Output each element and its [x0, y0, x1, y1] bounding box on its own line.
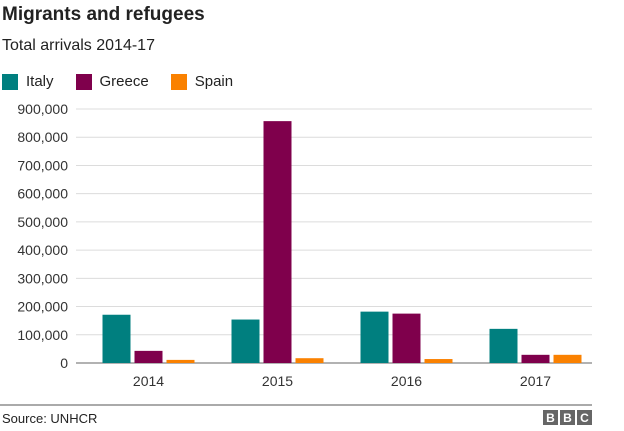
y-tick-label: 300,000: [17, 270, 68, 286]
chart-subtitle: Total arrivals 2014-17: [2, 37, 155, 54]
legend-item-greece: Greece: [75, 73, 149, 90]
bar-spain-2017: [553, 354, 582, 363]
bar-italy-2014: [102, 314, 131, 363]
y-tick-label: 600,000: [17, 186, 68, 202]
x-tick-label: 2016: [391, 373, 422, 389]
y-tick-label: 500,000: [17, 214, 68, 230]
x-tick-label: 2014: [133, 373, 164, 389]
source-note: Source: UNHCR: [2, 411, 98, 426]
bar-greece-2017: [521, 354, 550, 363]
bar-italy-2016: [360, 311, 389, 363]
legend-label: Italy: [26, 73, 54, 90]
legend: Italy Greece Spain: [2, 73, 233, 90]
bar-spain-2014: [166, 359, 195, 363]
legend-item-italy: Italy: [2, 73, 54, 90]
x-tick-label: 2015: [262, 373, 293, 389]
bar-spain-2015: [295, 358, 324, 363]
x-tick-label: 2017: [520, 373, 551, 389]
y-tick-label: 0: [60, 355, 68, 371]
bar-italy-2015: [231, 319, 260, 363]
legend-swatch: [170, 73, 187, 90]
y-tick-label: 200,000: [17, 299, 68, 315]
y-tick-label: 400,000: [17, 242, 68, 258]
bar-greece-2015: [263, 121, 292, 363]
legend-swatch: [75, 73, 92, 90]
legend-label: Greece: [99, 73, 149, 90]
y-tick-label: 100,000: [17, 327, 68, 343]
y-tick-label: 700,000: [17, 157, 68, 173]
bar-greece-2016: [392, 313, 421, 363]
bar-spain-2016: [424, 359, 453, 363]
legend-item-spain: Spain: [170, 73, 234, 90]
y-tick-label: 900,000: [17, 101, 68, 117]
legend-label: Spain: [194, 73, 234, 90]
y-tick-label: 800,000: [17, 129, 68, 145]
bar-italy-2017: [489, 328, 518, 363]
chart-title: Migrants and refugees: [2, 4, 205, 25]
legend-swatch: [2, 73, 18, 90]
bar-greece-2014: [134, 350, 163, 363]
